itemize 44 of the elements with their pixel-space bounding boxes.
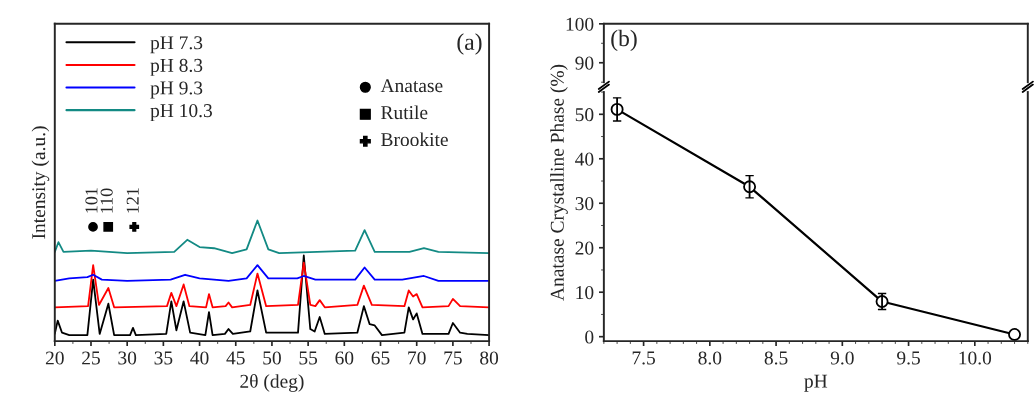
x-tick-label: 25 [82, 351, 100, 365]
y-tick-label: 100 [566, 17, 594, 31]
x-tick-label: 45 [226, 351, 245, 365]
text: (a) [457, 33, 482, 55]
x-tick-label: 35 [154, 351, 173, 365]
annotation: (b) [611, 29, 637, 52]
x-tick-label: 8.0 [698, 351, 722, 365]
text: 101 [85, 188, 98, 213]
x-tick-label: 8.5 [764, 351, 788, 365]
x-tick-label: 40 [190, 351, 209, 365]
x-tick-label: 30 [118, 351, 137, 365]
legend-label: pH 10.3 [150, 104, 212, 122]
legend-label: pH 9.3 [150, 81, 203, 99]
y-axis-title: Anatase Crystalline Phase (%) [550, 64, 568, 301]
y-tick-label: 40 [575, 152, 594, 166]
y-tick-label: 10 [576, 286, 594, 300]
y-tick-label: 30 [575, 197, 594, 211]
x-tick-label: 60 [335, 351, 354, 365]
y-tick-label: 50 [575, 108, 594, 122]
y-tick-label: 20 [575, 241, 594, 255]
x-tick-label: 75 [444, 351, 462, 365]
x-tick-label: 55 [299, 351, 318, 365]
y-axis-title: Intensity (a.u.) [31, 126, 50, 239]
text: 110 [100, 188, 113, 213]
legend-label: pH 7.3 [150, 36, 203, 54]
x-tick-label: 7.5 [632, 351, 655, 365]
x-tick-label: 9.5 [897, 351, 920, 365]
text: Rutile [381, 105, 428, 120]
y-tick-label: 0 [585, 330, 594, 344]
text: Brookite [381, 132, 448, 147]
text: Anatase [380, 79, 443, 93]
x-tick-label: 20 [45, 351, 64, 365]
x-tick-label: 9.0 [830, 351, 854, 365]
x-tick-label: 65 [371, 351, 390, 365]
y-tick-label: 90 [575, 56, 594, 70]
text: 121 [126, 188, 139, 213]
x-tick-label: 70 [408, 351, 426, 365]
x-axis-title: pH [804, 374, 828, 392]
x-axis-title: 2θ (deg) [240, 374, 304, 392]
legend-label: pH 8.3 [150, 58, 203, 76]
x-tick-label: 10.0 [959, 351, 992, 365]
x-tick-label: 50 [263, 351, 281, 365]
point [1008, 327, 1022, 341]
x-tick-label: 80 [480, 351, 499, 365]
